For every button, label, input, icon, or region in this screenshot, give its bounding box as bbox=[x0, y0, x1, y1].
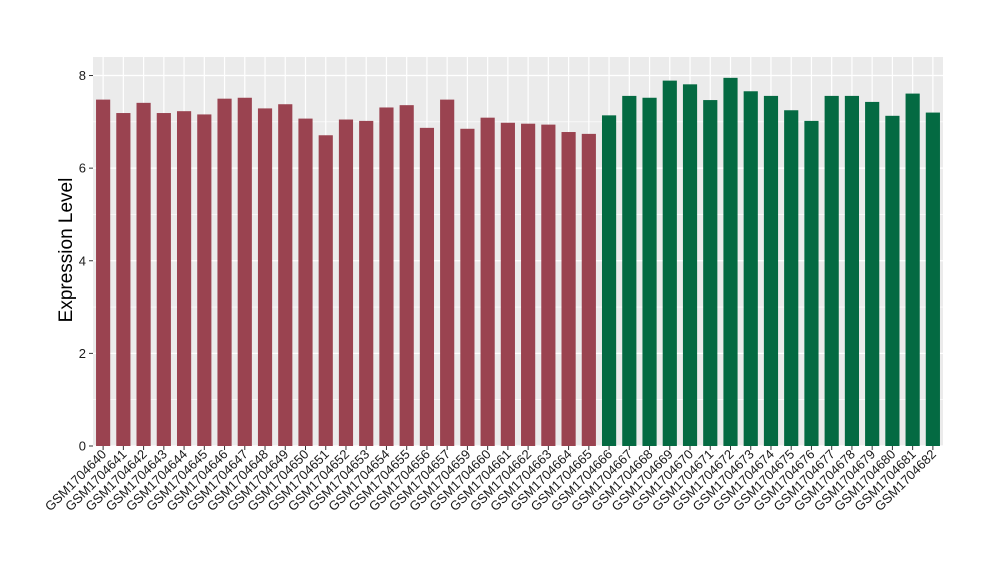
bar-GSM1704679 bbox=[865, 101, 880, 447]
bar-GSM1704642 bbox=[136, 102, 151, 446]
bar-GSM1704659 bbox=[460, 128, 475, 446]
bar-GSM1704681 bbox=[905, 93, 920, 446]
y-tick-label: 0 bbox=[79, 439, 86, 454]
bar-GSM1704665 bbox=[581, 133, 596, 446]
bar-GSM1704671 bbox=[703, 100, 718, 446]
bar-GSM1704676 bbox=[804, 120, 819, 447]
y-tick-label: 2 bbox=[79, 346, 86, 361]
bar-GSM1704656 bbox=[419, 127, 435, 446]
bar-GSM1704651 bbox=[318, 135, 333, 446]
bar-GSM1704641 bbox=[116, 113, 131, 447]
bar-GSM1704677 bbox=[824, 95, 839, 447]
bar-GSM1704662 bbox=[521, 123, 536, 446]
bar-GSM1704678 bbox=[844, 95, 860, 447]
y-tick-label: 6 bbox=[79, 161, 86, 176]
bar-GSM1704667 bbox=[622, 95, 637, 447]
bar-GSM1704672 bbox=[723, 77, 738, 446]
bar-GSM1704682 bbox=[925, 112, 940, 447]
x-axis: GSM1704640GSM1704641GSM1704642GSM1704643… bbox=[42, 446, 939, 514]
bar-GSM1704666 bbox=[601, 115, 617, 446]
bar-GSM1704652 bbox=[338, 119, 354, 447]
bar-GSM1704645 bbox=[197, 114, 212, 446]
bars bbox=[96, 77, 940, 447]
bar-GSM1704643 bbox=[156, 113, 171, 447]
bar-GSM1704655 bbox=[399, 105, 414, 447]
bar-GSM1704675 bbox=[784, 110, 799, 446]
bar-GSM1704669 bbox=[662, 80, 677, 446]
bar-GSM1704646 bbox=[217, 98, 232, 446]
bar-GSM1704650 bbox=[298, 118, 313, 446]
bar-GSM1704661 bbox=[500, 122, 515, 446]
bar-GSM1704649 bbox=[278, 104, 293, 446]
y-tick-label: 4 bbox=[79, 253, 86, 268]
bar-GSM1704674 bbox=[763, 95, 779, 447]
bar-GSM1704640 bbox=[96, 99, 111, 446]
bar-GSM1704660 bbox=[480, 117, 495, 447]
bar-GSM1704657 bbox=[440, 99, 455, 446]
y-axis: 0 2 4 6 8 bbox=[79, 68, 93, 454]
bar-GSM1704654 bbox=[379, 107, 394, 446]
bar-GSM1704668 bbox=[642, 97, 657, 446]
bar-GSM1704663 bbox=[541, 124, 556, 446]
bar-GSM1704644 bbox=[176, 111, 192, 447]
bar-GSM1704648 bbox=[257, 108, 273, 447]
bar-GSM1704670 bbox=[682, 84, 698, 446]
bar-GSM1704680 bbox=[885, 115, 900, 446]
bar-GSM1704673 bbox=[743, 91, 758, 447]
y-tick-label: 8 bbox=[79, 68, 86, 83]
bar-GSM1704664 bbox=[561, 132, 576, 446]
bar-GSM1704653 bbox=[359, 120, 374, 447]
y-axis-title: Expression Level bbox=[56, 178, 77, 323]
bar-GSM1704647 bbox=[237, 97, 252, 446]
